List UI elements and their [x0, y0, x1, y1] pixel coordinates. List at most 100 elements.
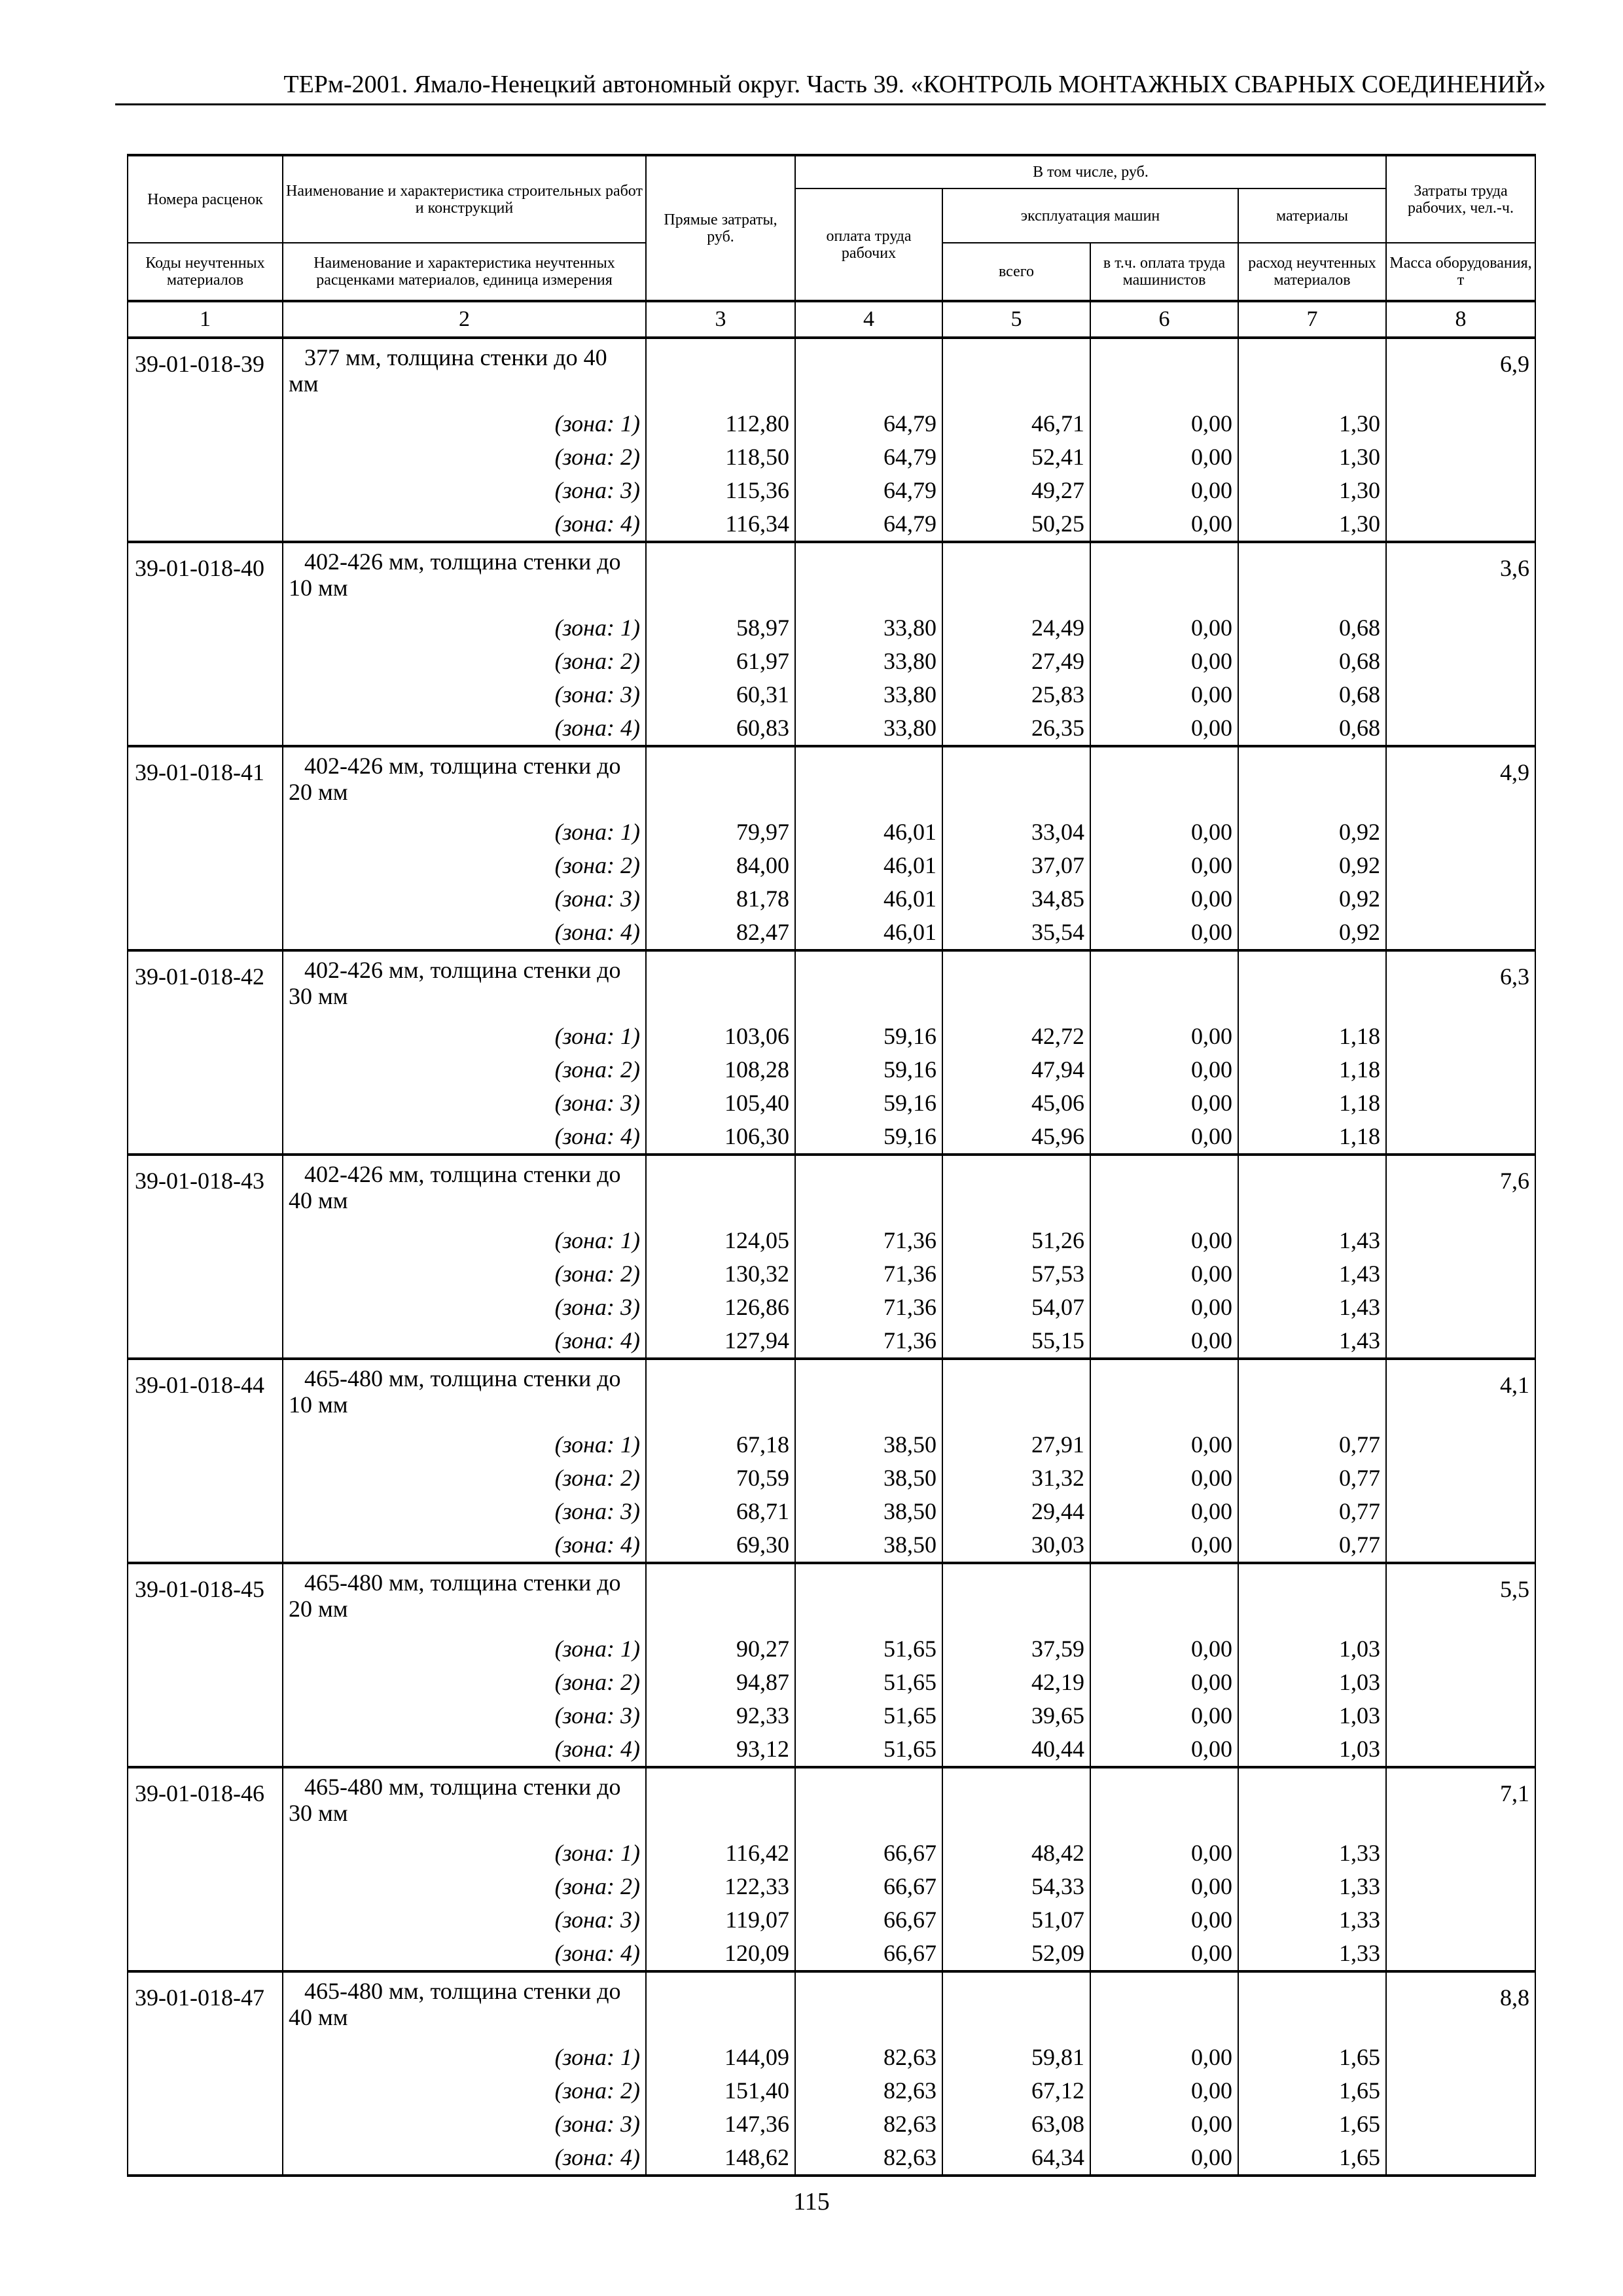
zone-label: (зона: 2) [282, 645, 647, 678]
rate-code: 39-01-018-39 [127, 338, 283, 542]
operator-pay: 0,00 [1090, 1120, 1239, 1155]
machines-total: 50,25 [942, 507, 1091, 542]
worker-pay: 51,65 [794, 1732, 943, 1767]
machines-total: 24,49 [942, 611, 1091, 645]
rate-group: 39-01-018-41 402-426 мм, толщина стенки д… [127, 746, 1536, 950]
materials: 1,33 [1238, 1903, 1387, 1937]
rate-code: 39-01-018-40 [127, 542, 283, 746]
direct-costs: 70,59 [645, 1462, 796, 1495]
header-labor-hours: Затраты труда рабочих, чел.-ч. [1385, 154, 1536, 243]
zone-row: (зона: 1) 144,09 82,63 59,81 0,00 1,65 [128, 2041, 1535, 2074]
materials: 1,33 [1238, 1837, 1387, 1870]
column-number: 8 [1385, 300, 1536, 338]
machines-total: 40,44 [942, 1732, 1091, 1767]
operator-pay: 0,00 [1090, 1462, 1239, 1495]
header-work-name: Наименование и характеристика строительн… [282, 154, 647, 243]
materials: 0,68 [1238, 678, 1387, 711]
operator-pay: 0,00 [1090, 1224, 1239, 1257]
zone-label: (зона: 4) [282, 507, 647, 542]
zone-row: (зона: 2) 122,33 66,67 54,33 0,00 1,33 [128, 1870, 1535, 1903]
operator-pay: 0,00 [1090, 1291, 1239, 1324]
zone-row: (зона: 2) 84,00 46,01 37,07 0,00 0,92 [128, 849, 1535, 882]
column-number: 1 [127, 300, 283, 338]
materials: 1,18 [1238, 1086, 1387, 1120]
worker-pay: 51,65 [794, 1699, 943, 1732]
header-worker-pay: оплата труда рабочих [794, 188, 943, 302]
operator-pay: 0,00 [1090, 1428, 1239, 1462]
machines-total: 48,42 [942, 1837, 1091, 1870]
operator-pay: 0,00 [1090, 1699, 1239, 1732]
direct-costs: 60,31 [645, 678, 796, 711]
price-table: Номера расценок Наименование и характери… [127, 154, 1536, 2177]
direct-costs: 92,33 [645, 1699, 796, 1732]
zone-label: (зона: 4) [282, 1937, 647, 1971]
zone-label: (зона: 2) [282, 1666, 647, 1699]
machines-total: 27,91 [942, 1428, 1091, 1462]
materials: 0,77 [1238, 1495, 1387, 1528]
header-material-codes: Коды неучтенных материалов [127, 242, 283, 302]
direct-costs: 81,78 [645, 882, 796, 916]
operator-pay: 0,00 [1090, 916, 1239, 950]
direct-costs: 69,30 [645, 1528, 796, 1563]
worker-pay: 59,16 [794, 1086, 943, 1120]
rate-group: 39-01-018-45 465-480 мм, толщина стенки д… [127, 1563, 1536, 1767]
machines-total: 29,44 [942, 1495, 1091, 1528]
materials: 1,65 [1238, 2141, 1387, 2176]
operator-pay: 0,00 [1090, 816, 1239, 849]
zone-row: (зона: 1) 67,18 38,50 27,91 0,00 0,77 [128, 1428, 1535, 1462]
zone-label: (зона: 2) [282, 440, 647, 474]
direct-costs: 60,83 [645, 711, 796, 746]
rate-code: 39-01-018-42 [127, 950, 283, 1155]
column-number: 3 [645, 300, 796, 338]
operator-pay: 0,00 [1090, 1632, 1239, 1666]
worker-pay: 64,79 [794, 507, 943, 542]
direct-costs: 112,80 [645, 407, 796, 440]
column-number: 6 [1090, 300, 1239, 338]
worker-pay: 51,65 [794, 1666, 943, 1699]
rate-title-row: 39-01-018-42 402-426 мм, толщина стенки д… [127, 950, 1536, 1155]
direct-costs: 61,97 [645, 645, 796, 678]
worker-pay: 46,01 [794, 916, 943, 950]
rate-title-row: 39-01-018-39 377 мм, толщина стенки до 40… [127, 338, 1536, 542]
materials: 1,03 [1238, 1666, 1387, 1699]
zone-row: (зона: 2) 108,28 59,16 47,94 0,00 1,18 [128, 1053, 1535, 1086]
materials: 1,33 [1238, 1937, 1387, 1971]
operator-pay: 0,00 [1090, 2041, 1239, 2074]
worker-pay: 46,01 [794, 882, 943, 916]
materials: 1,43 [1238, 1291, 1387, 1324]
zone-row: (зона: 2) 130,32 71,36 57,53 0,00 1,43 [128, 1257, 1535, 1291]
direct-costs: 58,97 [645, 611, 796, 645]
zone-row: (зона: 1) 116,42 66,67 48,42 0,00 1,33 [128, 1837, 1535, 1870]
worker-pay: 71,36 [794, 1291, 943, 1324]
worker-pay: 66,67 [794, 1837, 943, 1870]
direct-costs: 116,42 [645, 1837, 796, 1870]
rate-title-row: 39-01-018-46 465-480 мм, толщина стенки д… [127, 1767, 1536, 1971]
machines-total: 26,35 [942, 711, 1091, 746]
labor-hours: 6,9 [1385, 338, 1536, 542]
zone-label: (зона: 2) [282, 1257, 647, 1291]
materials: 0,92 [1238, 882, 1387, 916]
zone-row: (зона: 1) 90,27 51,65 37,59 0,00 1,03 [128, 1632, 1535, 1666]
operator-pay: 0,00 [1090, 611, 1239, 645]
machines-total: 59,81 [942, 2041, 1091, 2074]
operator-pay: 0,00 [1090, 1495, 1239, 1528]
materials: 1,43 [1238, 1257, 1387, 1291]
machines-total: 52,09 [942, 1937, 1091, 1971]
machines-total: 42,19 [942, 1666, 1091, 1699]
operator-pay: 0,00 [1090, 849, 1239, 882]
machines-total: 34,85 [942, 882, 1091, 916]
running-header: ТЕРм-2001. Ямало-Ненецкий автономный окр… [115, 65, 1546, 105]
direct-costs: 106,30 [645, 1120, 796, 1155]
operator-pay: 0,00 [1090, 1937, 1239, 1971]
machines-total: 51,07 [942, 1903, 1091, 1937]
zone-row: (зона: 4) 127,94 71,36 55,15 0,00 1,43 [128, 1324, 1535, 1359]
column-number: 5 [942, 300, 1091, 338]
worker-pay: 71,36 [794, 1224, 943, 1257]
header-including: В том числе, руб. [794, 154, 1387, 189]
materials: 1,30 [1238, 440, 1387, 474]
zone-label: (зона: 2) [282, 1053, 647, 1086]
zone-row: (зона: 3) 147,36 82,63 63,08 0,00 1,65 [128, 2108, 1535, 2141]
column-number: 4 [794, 300, 943, 338]
rate-code: 39-01-018-45 [127, 1563, 283, 1767]
zone-label: (зона: 2) [282, 1870, 647, 1903]
